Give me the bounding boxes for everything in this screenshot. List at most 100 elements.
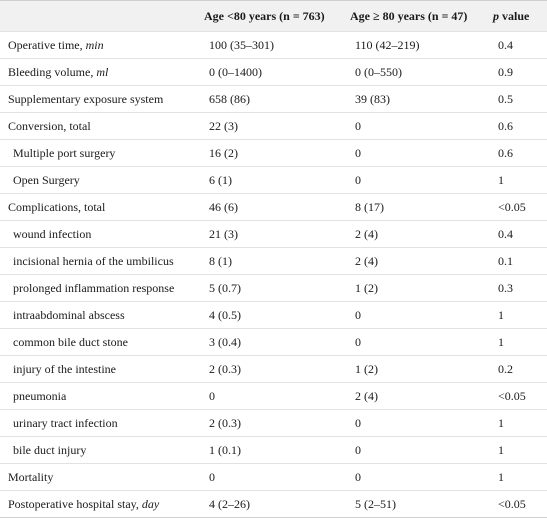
- value-age-under-80: 4 (2–26): [200, 490, 346, 518]
- row-unit: min: [85, 37, 104, 52]
- table-row: Supplementary exposure system 658 (86) 39 …: [0, 85, 547, 113]
- row-label: injury of the intestine: [0, 355, 200, 383]
- table-row: pneumonia 0 2 (4) <0.05: [0, 382, 547, 410]
- row-label-text: Open Surgery: [13, 172, 80, 187]
- p-value: 1: [489, 409, 547, 437]
- row-label: Postoperative hospital stay, day: [0, 490, 200, 518]
- header-p-italic: p: [493, 8, 499, 23]
- value-age-under-80: 21 (3): [200, 220, 346, 248]
- row-label-text: incisional hernia of the umbilicus: [13, 253, 174, 268]
- row-unit: ml: [96, 64, 109, 79]
- table-row: bile duct injury 1 (0.1) 0 1: [0, 436, 547, 464]
- row-label-text: intraabdominal abscess: [13, 307, 125, 322]
- p-value: 0.4: [489, 220, 547, 248]
- value-age-80-plus: 0: [346, 328, 489, 356]
- table-row: Multiple port surgery 16 (2) 0 0.6: [0, 139, 547, 167]
- value-age-80-plus: 0: [346, 436, 489, 464]
- row-label: bile duct injury: [0, 436, 200, 464]
- value-age-80-plus: 1 (2): [346, 274, 489, 302]
- row-label-text: wound infection: [13, 226, 92, 241]
- table-row: Bleeding volume, ml 0 (0–1400) 0 (0–550) 0.…: [0, 58, 547, 86]
- row-label-text: Mortality: [8, 469, 54, 484]
- value-age-under-80: 46 (6): [200, 193, 346, 221]
- table-row: prolonged inflammation response 5 (0.7) 1 …: [0, 274, 547, 302]
- value-age-under-80: 0 (0–1400): [200, 58, 346, 86]
- table-row: Postoperative hospital stay, day 4 (2–26)…: [0, 490, 547, 518]
- table-row: Operative time, min 100 (35–301) 110 (42–2…: [0, 31, 547, 59]
- row-label-text: Operative time,: [8, 37, 86, 52]
- value-age-under-80: 8 (1): [200, 247, 346, 275]
- row-label-text: Multiple port surgery: [13, 145, 116, 160]
- row-label-text: Supplementary exposure system: [8, 91, 164, 106]
- value-age-under-80: 0: [200, 382, 346, 410]
- p-value: 0.2: [489, 355, 547, 383]
- row-label-text: pneumonia: [13, 388, 67, 403]
- row-label: intraabdominal abscess: [0, 301, 200, 329]
- value-age-80-plus: 0: [346, 463, 489, 491]
- value-age-under-80: 5 (0.7): [200, 274, 346, 302]
- table-body: Operative time, min 100 (35–301) 110 (42–2…: [0, 31, 547, 518]
- row-label-text: injury of the intestine: [13, 361, 116, 376]
- header-p-rest: value: [499, 8, 530, 23]
- row-label-text: Conversion, total: [8, 118, 91, 133]
- table-row: Complications, total 46 (6) 8 (17) <0.05: [0, 193, 547, 221]
- p-value: 0.4: [489, 31, 547, 59]
- table-header-row: Age <80 years (n = 763) Age ≥ 80 years (…: [0, 0, 547, 32]
- row-label: Mortality: [0, 463, 200, 491]
- header-age-80-plus: Age ≥ 80 years (n = 47): [346, 0, 489, 32]
- p-value: 1: [489, 463, 547, 491]
- value-age-80-plus: 0: [346, 139, 489, 167]
- p-value: 1: [489, 301, 547, 329]
- row-label-text: bile duct injury: [13, 442, 87, 457]
- header-p-value: p value: [489, 0, 547, 32]
- value-age-under-80: 6 (1): [200, 166, 346, 194]
- p-value: 0.6: [489, 139, 547, 167]
- row-label-text: urinary tract infection: [13, 415, 118, 430]
- row-label: Complications, total: [0, 193, 200, 221]
- value-age-80-plus: 1 (2): [346, 355, 489, 383]
- table-row: incisional hernia of the umbilicus 8 (1) 2…: [0, 247, 547, 275]
- value-age-80-plus: 2 (4): [346, 220, 489, 248]
- row-label: prolonged inflammation response: [0, 274, 200, 302]
- row-label: Bleeding volume, ml: [0, 58, 200, 86]
- table-row: common bile duct stone 3 (0.4) 0 1: [0, 328, 547, 356]
- table-row: wound infection 21 (3) 2 (4) 0.4: [0, 220, 547, 248]
- value-age-under-80: 2 (0.3): [200, 355, 346, 383]
- value-age-under-80: 16 (2): [200, 139, 346, 167]
- p-value: <0.05: [489, 193, 547, 221]
- row-label: wound infection: [0, 220, 200, 248]
- value-age-under-80: 2 (0.3): [200, 409, 346, 437]
- row-label: incisional hernia of the umbilicus: [0, 247, 200, 275]
- value-age-under-80: 4 (0.5): [200, 301, 346, 329]
- value-age-80-plus: 0: [346, 409, 489, 437]
- value-age-under-80: 100 (35–301): [200, 31, 346, 59]
- table-row: intraabdominal abscess 4 (0.5) 0 1: [0, 301, 547, 329]
- p-value: 0.5: [489, 85, 547, 113]
- row-label: Operative time, min: [0, 31, 200, 59]
- row-label: common bile duct stone: [0, 328, 200, 356]
- p-value: <0.05: [489, 490, 547, 518]
- header-variable: [0, 0, 200, 32]
- table-row: Open Surgery 6 (1) 0 1: [0, 166, 547, 194]
- value-age-under-80: 22 (3): [200, 112, 346, 140]
- p-value: 0.3: [489, 274, 547, 302]
- value-age-under-80: 658 (86): [200, 85, 346, 113]
- value-age-80-plus: 0: [346, 166, 489, 194]
- p-value: 1: [489, 166, 547, 194]
- value-age-80-plus: 39 (83): [346, 85, 489, 113]
- value-age-80-plus: 0 (0–550): [346, 58, 489, 86]
- row-label-text: prolonged inflammation response: [13, 280, 175, 295]
- row-label: Open Surgery: [0, 166, 200, 194]
- value-age-under-80: 1 (0.1): [200, 436, 346, 464]
- header-age-under-80: Age <80 years (n = 763): [200, 0, 346, 32]
- p-value: 0.9: [489, 58, 547, 86]
- table-row: injury of the intestine 2 (0.3) 1 (2) 0.2: [0, 355, 547, 383]
- row-label-text: Bleeding volume,: [8, 64, 97, 79]
- value-age-80-plus: 2 (4): [346, 247, 489, 275]
- row-label-text: Complications, total: [8, 199, 106, 214]
- p-value: 0.6: [489, 112, 547, 140]
- value-age-under-80: 0: [200, 463, 346, 491]
- row-label-text: common bile duct stone: [13, 334, 128, 349]
